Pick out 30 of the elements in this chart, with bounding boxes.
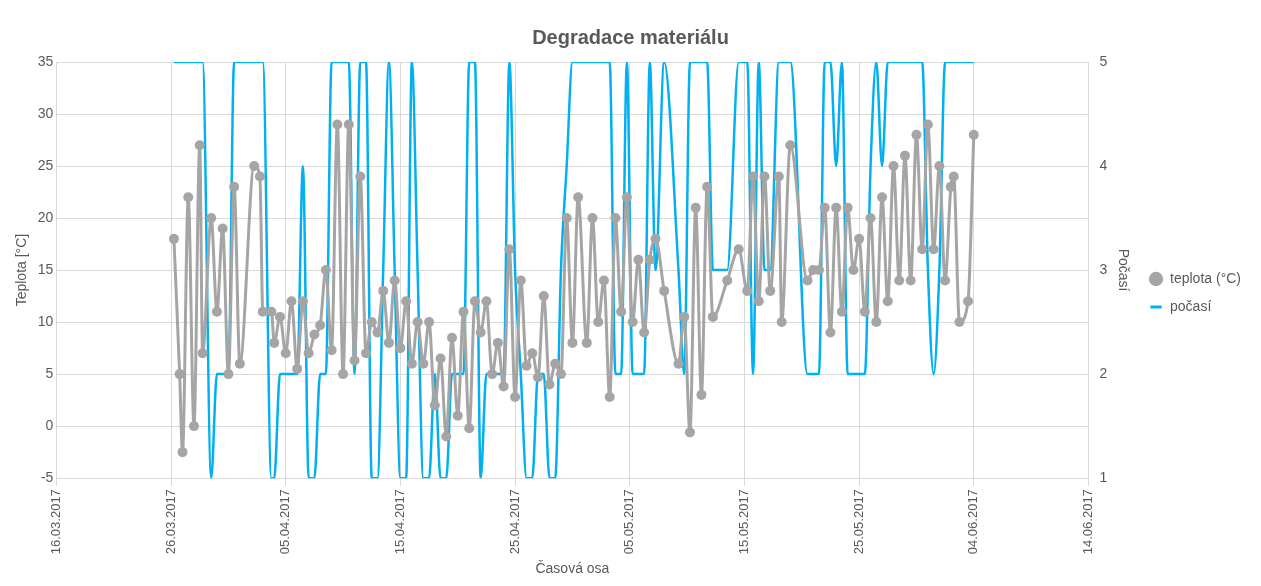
y2-tick-label: 4: [1099, 156, 1108, 173]
x-tick-label: 26.03.2017: [162, 489, 178, 555]
chart-title: Degradace materiálu: [532, 25, 729, 48]
y-tick-label: 0: [45, 416, 54, 433]
y-tick-label: 25: [37, 156, 54, 173]
x-axis-title: Časová osa: [535, 560, 610, 577]
x-tick-label: 15.04.2017: [391, 489, 407, 555]
y-tick-label: -5: [40, 469, 54, 485]
x-tick-label: 25.05.2017: [850, 489, 866, 555]
y-tick-label: 35: [37, 52, 54, 69]
y-tick-label: 30: [37, 104, 54, 121]
y-tick-label: 5: [45, 364, 54, 381]
y-tick-label: 15: [37, 260, 54, 277]
y2-tick-label: 3: [1099, 260, 1108, 277]
legend-label: teplota (°C): [1170, 269, 1242, 286]
x-tick-label: 14.06.2017: [1080, 489, 1096, 555]
y-tick-label: 20: [37, 208, 54, 225]
y-axis-title: Teplota [°C]: [13, 233, 30, 307]
legend-label: počasí: [1170, 297, 1212, 314]
y2-tick-label: 5: [1099, 52, 1108, 69]
x-tick-label: 15.05.2017: [736, 489, 752, 555]
x-tick-label: 05.05.2017: [621, 489, 637, 555]
x-tick-label: 16.03.2017: [47, 489, 63, 555]
y2-tick-label: 2: [1099, 364, 1108, 381]
x-tick-label: 05.04.2017: [277, 489, 293, 555]
y-tick-label: 10: [37, 312, 54, 329]
y2-tick-label: 1: [1099, 469, 1108, 485]
x-tick-label: 25.04.2017: [506, 489, 522, 555]
x-tick-label: 04.06.2017: [965, 489, 981, 555]
y2-axis-title: Počasí: [1115, 248, 1132, 292]
